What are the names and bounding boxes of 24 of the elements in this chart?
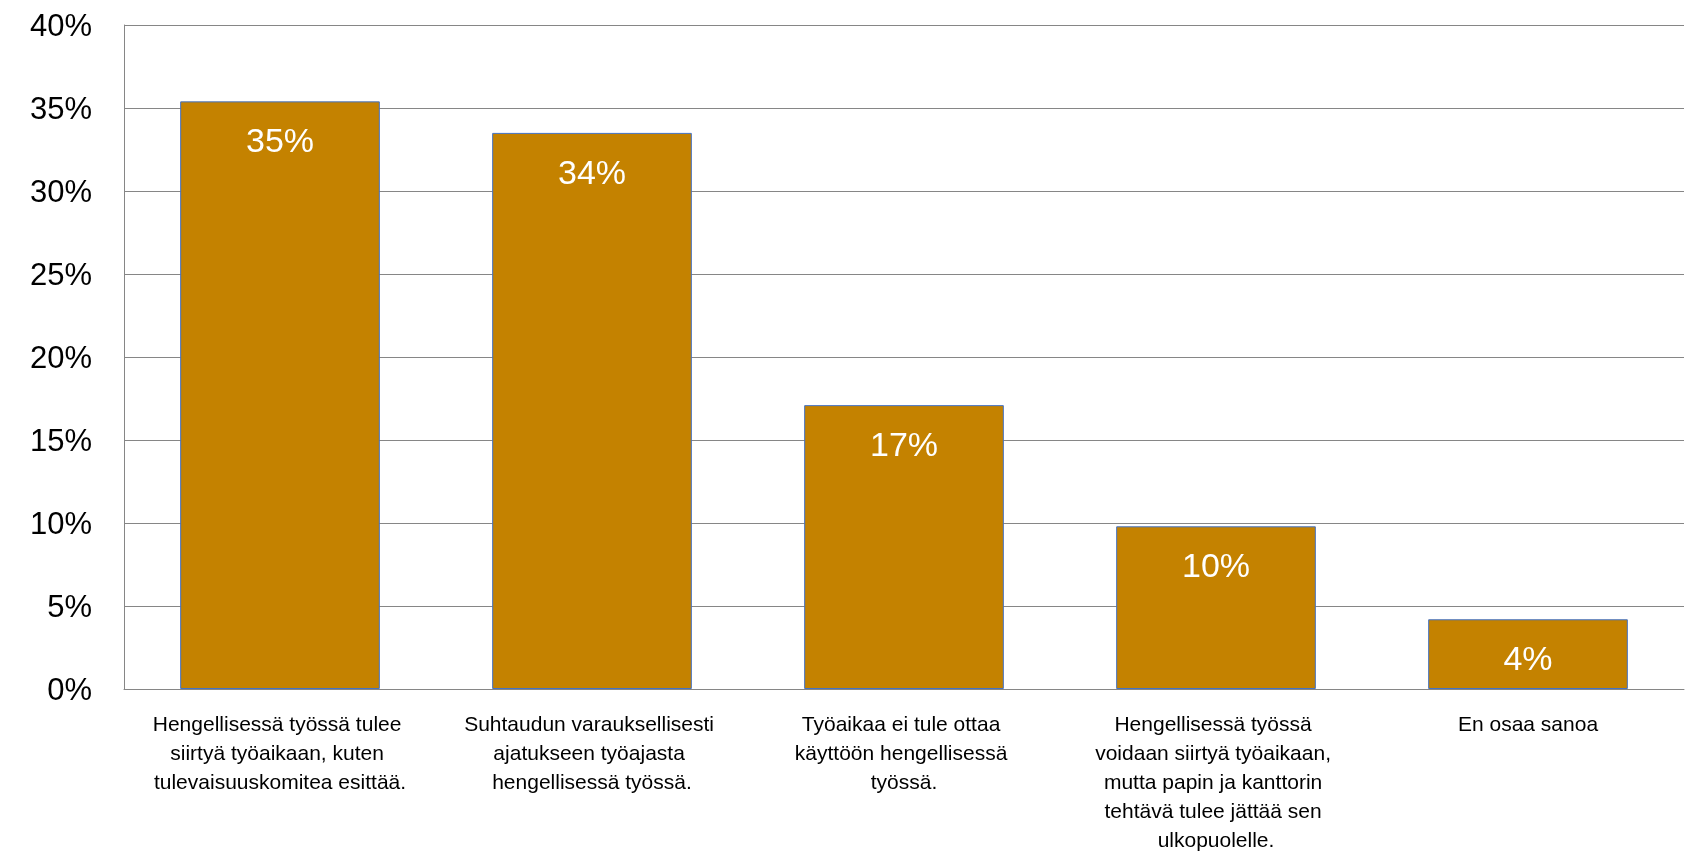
- x-tick-label: Hengellisessä työssä tulee siirtyä työaikaan, kuten tulevaisuuskomitea esittää.: [152, 712, 408, 793]
- x-tick-label: En osaa sanoa: [1457, 712, 1599, 735]
- data-label: 4%: [1503, 639, 1553, 678]
- y-tick-label: 0%: [47, 671, 92, 707]
- y-tick-label: 5%: [47, 588, 92, 624]
- y-tick-label: 15%: [29, 422, 92, 458]
- y-tick-label: 10%: [29, 505, 92, 541]
- y-tick-label: 40%: [29, 7, 92, 43]
- bar: [1116, 526, 1316, 689]
- bar: [1428, 619, 1628, 689]
- bar: [804, 405, 1004, 689]
- data-label: 34%: [557, 152, 627, 191]
- y-tick-label: 35%: [29, 90, 92, 126]
- bar: [492, 132, 692, 689]
- data-label: 35%: [245, 121, 315, 160]
- y-tick-label: 25%: [29, 256, 92, 292]
- data-label: 10%: [1181, 546, 1251, 585]
- y-tick-label: 30%: [29, 173, 92, 209]
- x-tick-label: Työaikaa ei tule ottaa käyttöön hengellisessä työssä.: [794, 712, 1014, 793]
- y-tick-label: 20%: [29, 339, 92, 375]
- x-tick-label: Suhtaudun varauksellisesti ajatukseen työajasta hengellisessä työssä.: [464, 712, 720, 793]
- bar: [180, 101, 380, 689]
- x-tick-label: Hengellisessä työssä voidaan siirtyä työaikaan, mutta papin ja kanttorin tehtävä tulee jättää sen ulkopuolelle.: [1095, 712, 1337, 851]
- data-label: 17%: [869, 425, 939, 464]
